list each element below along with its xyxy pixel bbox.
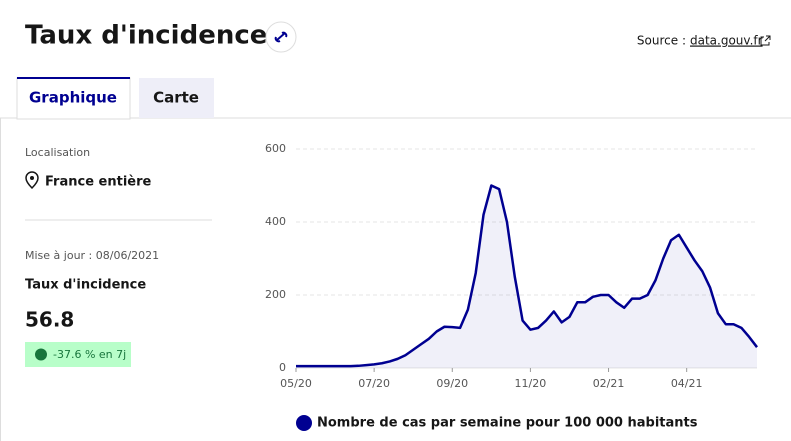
trend-text: -37.6 % en 7j	[53, 348, 126, 361]
line	[296, 184, 758, 368]
page-title: Taux d'incidence	[25, 21, 267, 51]
link-button[interactable]	[265, 21, 297, 53]
x-tick-label: 05/20	[280, 377, 312, 390]
link-icon[interactable]	[274, 31, 288, 43]
tab[interactable]	[139, 78, 214, 118]
x-tick-label: 09/20	[436, 377, 468, 390]
location: France entière	[45, 175, 152, 190]
pin-dot	[30, 176, 34, 180]
area	[296, 185, 757, 368]
x-tick-label: 04/21	[671, 377, 703, 390]
location-label: Localisation	[25, 146, 90, 159]
tab-active-bar	[17, 77, 130, 79]
trend-icon	[35, 348, 47, 361]
chart: 0 200 400 600 05/20 07/20 09/20 11/20 02/21 04/21…	[265, 142, 758, 431]
source-label: Source :	[637, 34, 686, 48]
pin-icon	[25, 171, 39, 190]
indicator-name: Taux d'incidence	[25, 278, 146, 293]
legend-swatch	[296, 415, 312, 431]
y-tick-label: 600	[265, 142, 286, 155]
x-tick-label: 07/20	[358, 377, 390, 390]
y-tick-label: 0	[279, 361, 286, 374]
source-link[interactable]: data.gouv.fr	[690, 34, 763, 48]
x-tick-label: 11/20	[515, 377, 547, 390]
update-date: Mise à jour : 08/06/2021	[25, 249, 159, 262]
tab-active[interactable]	[16, 77, 131, 120]
x-tick-label: 02/21	[593, 377, 625, 390]
tab-label[interactable]: Graphique	[29, 89, 117, 107]
indicator-value: 56.8	[25, 308, 74, 332]
y-tick-label: 200	[265, 288, 286, 301]
tab-label[interactable]: Carte	[153, 89, 199, 107]
external-icon	[760, 35, 771, 46]
legend-label: Nombre de cas par semaine pour 100 000 h…	[317, 416, 698, 431]
y-tick-label: 400	[265, 215, 286, 228]
